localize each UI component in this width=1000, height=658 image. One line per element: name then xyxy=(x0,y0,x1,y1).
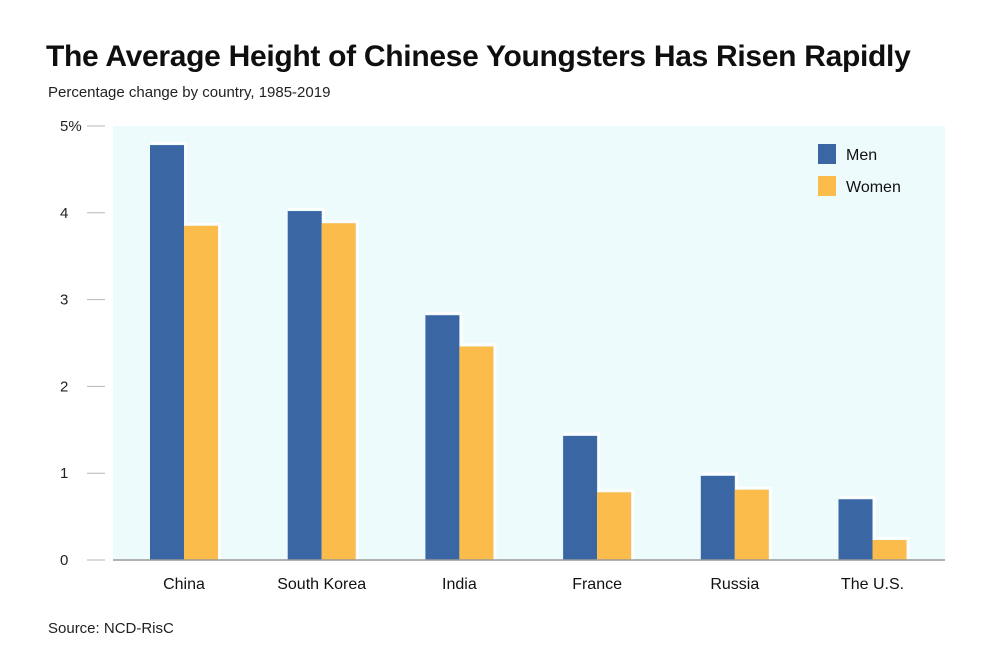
x-category-label: Russia xyxy=(710,576,759,593)
y-tick-label: 3 xyxy=(60,292,68,309)
x-category-label: The U.S. xyxy=(841,576,904,593)
bar-men xyxy=(563,435,598,560)
bar-men xyxy=(700,475,735,560)
y-tick-label: 5% xyxy=(60,118,82,135)
source-note: Source: NCD-RisC xyxy=(48,620,174,637)
legend-swatch-women xyxy=(818,176,836,196)
y-tick-label: 0 xyxy=(60,552,68,569)
legend-label-women: Women xyxy=(846,179,901,196)
bar-women xyxy=(184,225,218,560)
x-category-label: France xyxy=(572,576,622,593)
legend-label-men: Men xyxy=(846,147,877,164)
y-axis: 0 1 2 3 4 5% xyxy=(60,118,105,569)
y-tick-label: 4 xyxy=(60,205,68,222)
plot-background xyxy=(113,126,945,560)
legend: Men Women xyxy=(818,144,901,196)
chart-title: The Average Height of Chinese Youngsters… xyxy=(46,40,911,73)
bar-men xyxy=(150,145,184,560)
x-category-label: India xyxy=(442,576,477,593)
y-tick-label: 1 xyxy=(60,465,68,482)
bar-women xyxy=(597,492,632,560)
bar-women xyxy=(872,540,907,560)
bar-men xyxy=(425,315,460,560)
x-axis: China South Korea India France Russia The U.S… xyxy=(163,576,904,593)
bar-women xyxy=(321,223,356,560)
bars xyxy=(150,142,910,562)
y-tick-label: 2 xyxy=(60,378,68,395)
bar-women xyxy=(734,489,769,560)
bar-men xyxy=(287,211,322,560)
x-category-label: China xyxy=(163,576,205,593)
x-category-label: South Korea xyxy=(277,576,366,593)
chart-subtitle: Percentage change by country, 1985-2019 xyxy=(48,84,331,101)
legend-swatch-men xyxy=(818,144,836,164)
bar-women xyxy=(459,346,494,560)
bar-men xyxy=(838,499,873,560)
